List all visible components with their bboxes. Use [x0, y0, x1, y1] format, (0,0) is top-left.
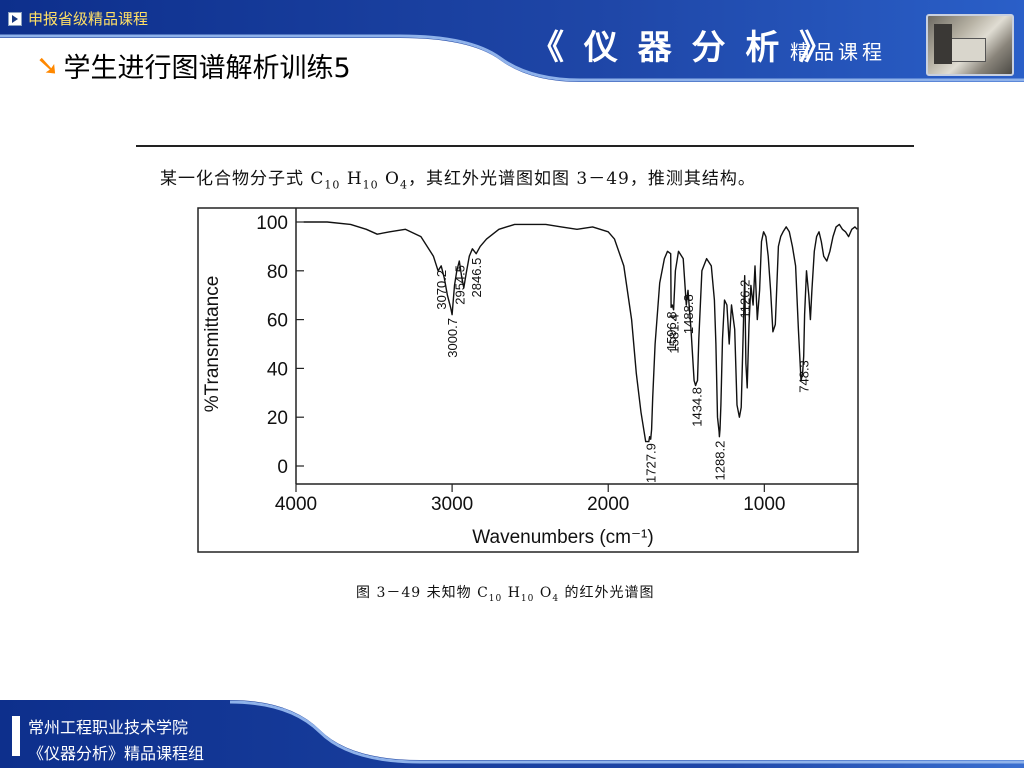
- caption-prefix: 图 3－49 未知物 C: [356, 585, 489, 601]
- footer-background: [0, 700, 1024, 768]
- header-background: [0, 0, 1024, 96]
- peak-label: 2954.5: [452, 265, 467, 305]
- peak-label: 748.3: [797, 360, 812, 393]
- arrow-down-right-icon: ➘: [36, 49, 60, 82]
- peak-label: 3070.2: [434, 270, 449, 310]
- y-tick-label: 80: [267, 262, 288, 283]
- problem-sub-o: 4: [400, 178, 408, 192]
- course-subtitle: 精品课程: [790, 40, 886, 64]
- problem-prefix: 某一化合物分子式 C: [160, 169, 325, 189]
- top-rule: [136, 145, 914, 147]
- footer-course-group: 《仪器分析》精品课程组: [28, 744, 205, 763]
- peak-label: 1596.8: [664, 311, 679, 351]
- x-axis-label: Wavenumbers (cm⁻¹): [472, 527, 653, 548]
- y-tick-label: 40: [267, 359, 288, 380]
- x-tick-label: 1000: [743, 494, 785, 515]
- peak-label: 1434.8: [689, 387, 704, 427]
- caption-h: H: [502, 585, 521, 601]
- footer-school: 常州工程职业技术学院: [28, 718, 189, 737]
- peak-label: 1488.8: [681, 294, 696, 334]
- header-banner: 申报省级精品课程 ➘ 学生进行图谱解析训练5 《 仪 器 分 析 》 精品课程: [0, 0, 1024, 96]
- footer-accent-bar: [12, 716, 20, 756]
- problem-suffix: ，其红外光谱图如图 3－49，推测其结构。: [408, 169, 756, 189]
- top-label-text: 申报省级精品课程: [28, 10, 149, 28]
- peak-label: 2846.5: [469, 258, 484, 298]
- peak-label: 1581.4: [667, 314, 682, 354]
- x-tick-label: 2000: [587, 494, 629, 515]
- y-tick-label: 0: [277, 457, 288, 478]
- x-tick-label: 3000: [431, 494, 473, 515]
- problem-o: O: [378, 169, 400, 189]
- caption-sub-c: 10: [488, 593, 503, 604]
- plot-frame: [197, 207, 859, 553]
- caption-suffix: 的红外光谱图: [559, 585, 655, 601]
- problem-h: H: [340, 169, 363, 189]
- slide-title: ➘ 学生进行图谱解析训练5: [36, 46, 351, 85]
- problem-sub-c: 10: [324, 178, 341, 192]
- x-tick-label: 4000: [275, 494, 317, 515]
- y-axis-label: %Transmittance: [202, 276, 223, 413]
- ir-spectrum-chart: 0 20 40 60 80 100 4000 3000 2000 1000 3070.2 3000…: [197, 207, 859, 553]
- caption-sub-h: 10: [520, 593, 535, 604]
- y-tick-label: 60: [267, 311, 288, 332]
- lab-photo: [926, 14, 1014, 76]
- top-label: 申报省级精品课程: [8, 8, 148, 29]
- peak-label: 1727.9: [644, 443, 659, 483]
- slide-title-text: 学生进行图谱解析训练5: [63, 53, 351, 84]
- caption-o: O: [534, 585, 553, 601]
- problem-statement: 某一化合物分子式 C10 H10 O4，其红外光谱图如图 3－49，推测其结构。: [160, 164, 756, 191]
- play-square-icon: [8, 11, 22, 26]
- caption-sub-o: 4: [552, 593, 560, 604]
- course-title: 《 仪 器 分 析 》: [530, 28, 838, 68]
- peak-label: 3000.7: [445, 318, 460, 358]
- peak-label: 1126.2: [738, 280, 753, 319]
- y-tick-label: 100: [256, 213, 288, 234]
- peak-label: 1288.2: [712, 441, 727, 481]
- figure-caption: 图 3－49 未知物 C10 H10 O4 的红外光谱图: [356, 582, 655, 604]
- series-line: [303, 221, 858, 443]
- problem-sub-h: 10: [362, 178, 379, 192]
- footer-banner: [0, 700, 1024, 768]
- y-tick-label: 20: [267, 408, 288, 429]
